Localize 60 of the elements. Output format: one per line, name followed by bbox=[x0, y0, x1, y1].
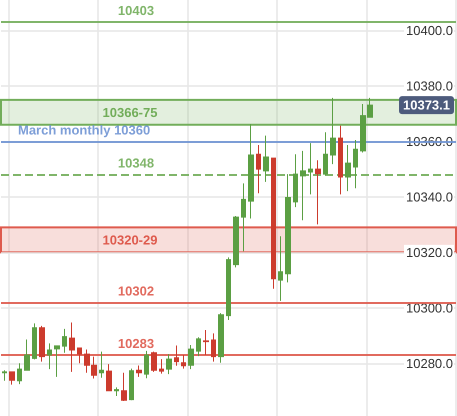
candlestick bbox=[181, 354, 186, 370]
candlestick bbox=[106, 364, 112, 392]
candlestick bbox=[114, 386, 119, 397]
candlestick bbox=[338, 125, 343, 195]
candlestick bbox=[77, 348, 82, 364]
candlestick bbox=[218, 312, 224, 364]
candlestick bbox=[121, 372, 127, 402]
candlestick bbox=[136, 365, 142, 378]
candlestick bbox=[226, 256, 231, 321]
candlestick bbox=[263, 135, 269, 182]
ref-line-label: 10348 bbox=[118, 156, 154, 171]
candlestick bbox=[24, 338, 30, 372]
band-label: 10320-29 bbox=[102, 232, 158, 248]
candlestick bbox=[144, 350, 149, 379]
candlestick bbox=[233, 216, 239, 268]
candlestick bbox=[166, 354, 172, 375]
candlestick bbox=[203, 330, 209, 356]
candlestick bbox=[256, 144, 261, 194]
candlestick bbox=[323, 132, 328, 176]
candlestick bbox=[54, 345, 60, 378]
y-tick-label: 10380.0 bbox=[406, 78, 453, 94]
candlestick bbox=[188, 344, 194, 370]
candlestick bbox=[330, 97, 336, 165]
candlestick bbox=[129, 368, 134, 401]
y-tick-label: 10400.0 bbox=[406, 23, 453, 38]
candlestick bbox=[17, 362, 22, 385]
candlestick bbox=[62, 328, 67, 354]
candlestick bbox=[285, 174, 291, 283]
candlestick bbox=[32, 322, 37, 360]
candlestick bbox=[174, 345, 179, 366]
candlestick bbox=[211, 332, 216, 362]
y-tick-label: 10320.0 bbox=[406, 244, 453, 260]
ref-line-label: 10283 bbox=[118, 336, 154, 351]
candlestick bbox=[315, 160, 321, 225]
y-tick-label: 10340.0 bbox=[406, 189, 453, 204]
candlestick bbox=[2, 370, 7, 382]
candlestick bbox=[47, 342, 52, 370]
candlestick bbox=[69, 322, 75, 372]
candlestick bbox=[99, 351, 104, 378]
candlestick bbox=[353, 140, 358, 189]
candlestick bbox=[300, 150, 306, 221]
candlestick bbox=[39, 325, 45, 362]
candlestick bbox=[278, 236, 283, 302]
candlestick bbox=[196, 336, 201, 357]
candlestick bbox=[293, 154, 298, 208]
candlestick bbox=[308, 142, 313, 195]
candlestick bbox=[241, 182, 246, 252]
candlestick bbox=[159, 358, 164, 374]
candlestick bbox=[248, 123, 254, 220]
ref-line-label: 10302 bbox=[118, 283, 154, 298]
candlestick bbox=[271, 158, 276, 290]
candlestick bbox=[9, 371, 15, 386]
annotation: 10373.1 bbox=[403, 98, 450, 113]
candlestick bbox=[151, 351, 157, 372]
candlestick bbox=[345, 144, 351, 192]
y-tick-label: 10300.0 bbox=[406, 300, 453, 316]
band-label: 10366-75 bbox=[102, 104, 158, 120]
ref-line-label: March monthly 10360 bbox=[18, 122, 150, 138]
ref-line-label: 10403 bbox=[118, 3, 154, 18]
y-tick-label: 10280.0 bbox=[406, 356, 453, 371]
